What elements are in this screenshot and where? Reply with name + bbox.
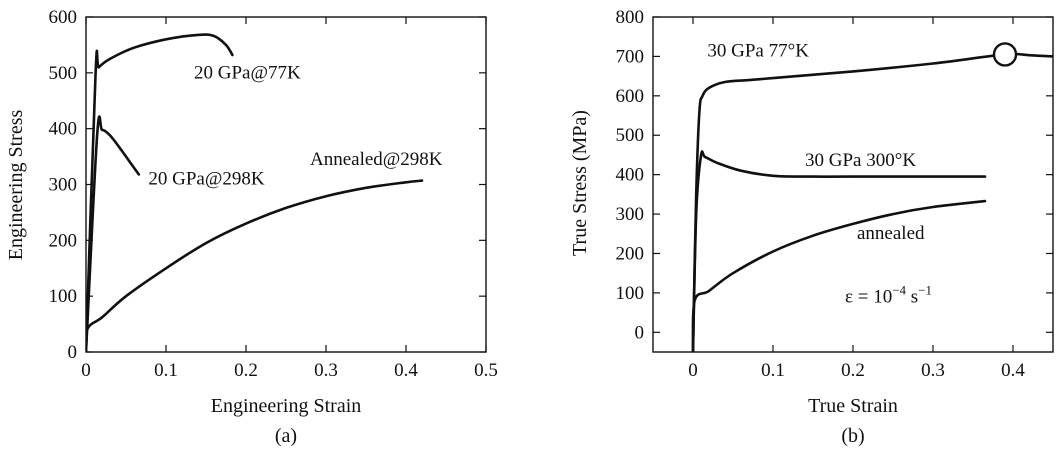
panel-a-annotation-1: 20 GPa@298K <box>148 169 264 190</box>
panel-a-y-tick-label: 100 <box>49 286 78 307</box>
panel-b-ylabel: True Stress (MPa) <box>569 110 591 256</box>
panel-a-annotation-2: Annealed@298K <box>310 149 443 170</box>
panel-a-series-line-1 <box>86 115 141 352</box>
panel-a-x-tick-label: 0.2 <box>234 360 258 381</box>
panel-a-x-tick-label: 0.4 <box>394 360 418 381</box>
panel-a-x-tick-label: 0 <box>81 360 91 381</box>
panel-a-y-tick-label: 500 <box>49 63 78 84</box>
panel-b-annotation-2: annealed <box>857 223 925 244</box>
panel-a-annotation-0: 20 GPa@77K <box>194 62 301 83</box>
panel-b-x-tick-label: 0 <box>688 360 698 381</box>
panel-b-annotation-0: 30 GPa 77°K <box>707 40 809 61</box>
panel-b-xlabel: True Strain <box>808 395 898 417</box>
panel-a-y-tick-label: 600 <box>49 7 78 28</box>
panel-b-caption: (b) <box>841 425 864 447</box>
panel-b-x-tick-label: 0.1 <box>761 360 785 381</box>
panel-a-x-tick-label: 0.1 <box>154 360 178 381</box>
panel-a-y-tick-label: 200 <box>49 230 78 251</box>
panel-a-y-tick-label: 0 <box>68 342 78 363</box>
panel-a-series-line-2 <box>86 179 424 352</box>
panel-b: True Stress (MPa) True Strain (b) 0 0.1 0.… <box>569 7 1054 447</box>
panel-b-y-tick-label: 600 <box>616 86 645 107</box>
panel-b-y-tick-label: 300 <box>616 204 645 225</box>
panel-b-annotation-1: 30 GPa 300°K <box>805 150 916 171</box>
panel-b-y-tick-label: 800 <box>616 7 645 28</box>
panel-a-caption: (a) <box>275 425 297 447</box>
panel-b-y-tick-label: 100 <box>616 283 645 304</box>
panel-a-x-tick-label: 0.5 <box>474 360 498 381</box>
panel-b-y-tick-label: 700 <box>616 46 645 67</box>
panel-b-y-tick-label: 0 <box>635 322 645 343</box>
panel-a: Engineering Stress Engineering Strain (a… <box>5 7 498 447</box>
panel-a-ylabel: Engineering Stress <box>5 110 27 261</box>
panel-b-y-tick-label: 400 <box>616 165 645 186</box>
panel-b-fracture-marker <box>992 42 1018 67</box>
panel-b-x-tick-label: 0.2 <box>841 360 865 381</box>
panel-a-y-tick-label: 400 <box>49 119 78 140</box>
panel-b-x-tick-label: 0.4 <box>1001 360 1025 381</box>
panel-b-series-line-1 <box>691 150 987 352</box>
panel-b-x-tick-label: 0.3 <box>921 360 945 381</box>
panel-b-series-line-2 <box>691 199 987 352</box>
panel-a-series-line-0 <box>86 33 234 352</box>
panel-b-y-tick-label: 500 <box>616 125 645 146</box>
panel-a-xlabel: Engineering Strain <box>211 395 362 417</box>
panel-a-y-tick-label: 300 <box>49 175 78 196</box>
panel-b-y-tick-label: 200 <box>616 243 645 264</box>
panel-b-annotation-3: ε = 10−4 s−1 <box>845 283 932 308</box>
panel-a-x-tick-label: 0.3 <box>314 360 338 381</box>
